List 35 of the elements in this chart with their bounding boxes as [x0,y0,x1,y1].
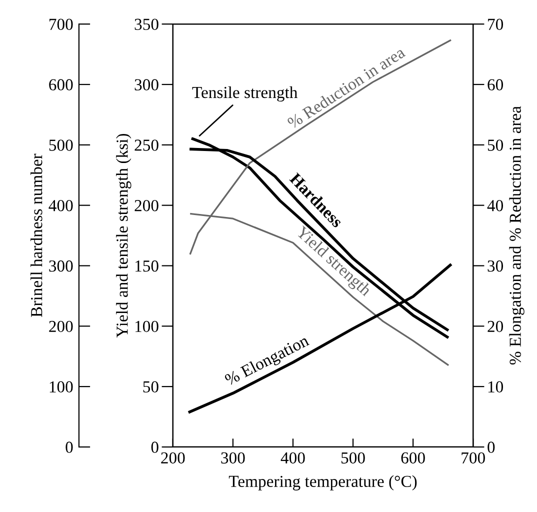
y3-axis-title: Brinell hardness number [30,154,42,317]
y-tick-label: 150 [135,260,158,272]
x-axis-title: Tempering temperature (°C) [228,475,417,490]
y-tick-label: 350 [134,18,158,30]
x-tick-label: 500 [341,452,365,464]
y3-tick-label: 100 [50,381,73,393]
y-tick-label: 200 [134,200,158,212]
y3-tick-label: 200 [49,320,73,332]
y3-tick-label: 0 [66,442,73,453]
text: Tensile strength [192,86,298,102]
y2-axis-title: % Elongation and % Reduction in area [509,106,524,365]
y2-tick-label: 0 [488,442,495,453]
y3-tick-label: 300 [49,260,73,272]
y2-tick-label: 50 [488,140,504,151]
x-tick-label: 600 [401,452,425,464]
x-tick-label: 700 [462,452,485,464]
y3-tick-label: 600 [49,79,73,90]
y2-tick-label: 20 [488,320,504,332]
y-axis-title: Yield and tensile strength (ksi) [116,134,132,338]
y-tick-label: 100 [135,320,158,332]
x-tick-label: 400 [280,452,305,464]
y-tick-label: 0 [151,442,158,453]
y2-tick-label: 40 [487,200,504,212]
y2-tick-label: 10 [488,381,504,393]
y3-tick-label: 700 [50,18,73,30]
y2-tick-label: 30 [488,260,504,272]
y3-tick-label: 500 [49,140,73,151]
y2-tick-label: 70 [488,18,504,30]
y3-tick-label: 400 [48,200,73,212]
x-tick-label: 200 [161,452,185,464]
y-tick-label: 300 [134,79,158,90]
y2-tick-label: 60 [488,79,504,90]
y-tick-label: 250 [134,140,158,151]
x-tick-label: 300 [221,452,245,464]
y-tick-label: 50 [143,381,158,393]
